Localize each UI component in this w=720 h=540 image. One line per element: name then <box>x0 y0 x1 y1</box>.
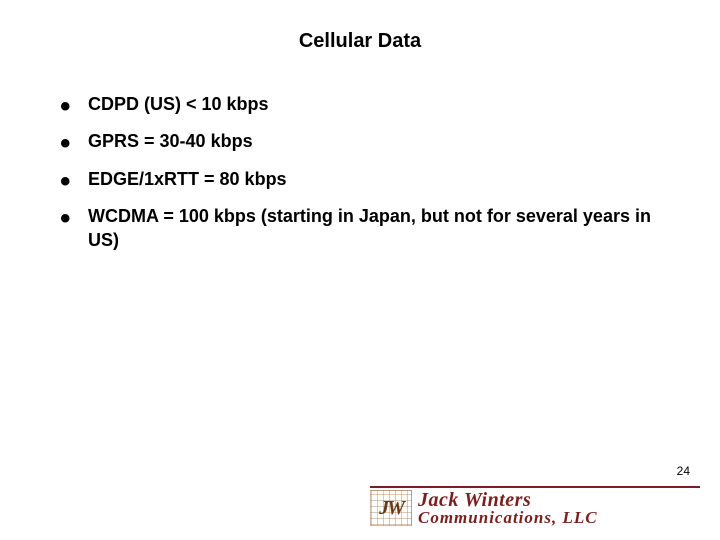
logo-content: JW Jack Winters Communications, LLC <box>370 490 700 526</box>
bullet-text: EDGE/1xRTT = 80 kbps <box>88 169 287 189</box>
bullet-item: WCDMA = 100 kbps (starting in Japan, but… <box>60 205 670 252</box>
logo-divider <box>370 486 700 488</box>
logo-monogram-text: JW <box>370 490 412 526</box>
page-number: 24 <box>677 464 690 478</box>
bullet-item: EDGE/1xRTT = 80 kbps <box>60 168 670 191</box>
bullet-item: GPRS = 30-40 kbps <box>60 130 670 153</box>
bullet-text: WCDMA = 100 kbps (starting in Japan, but… <box>88 206 651 249</box>
footer-logo: JW Jack Winters Communications, LLC <box>370 486 700 530</box>
bullet-list: CDPD (US) < 10 kbps GPRS = 30-40 kbps ED… <box>50 93 670 252</box>
bullet-text: CDPD (US) < 10 kbps <box>88 94 269 114</box>
logo-line2: Communications, LLC <box>418 509 598 526</box>
slide-title: Cellular Data <box>50 30 670 53</box>
logo-line1: Jack Winters <box>418 490 598 510</box>
logo-text: Jack Winters Communications, LLC <box>418 490 598 526</box>
bullet-item: CDPD (US) < 10 kbps <box>60 93 670 116</box>
slide: Cellular Data CDPD (US) < 10 kbps GPRS =… <box>0 0 720 540</box>
bullet-text: GPRS = 30-40 kbps <box>88 131 253 151</box>
logo-monogram-icon: JW <box>370 490 412 526</box>
